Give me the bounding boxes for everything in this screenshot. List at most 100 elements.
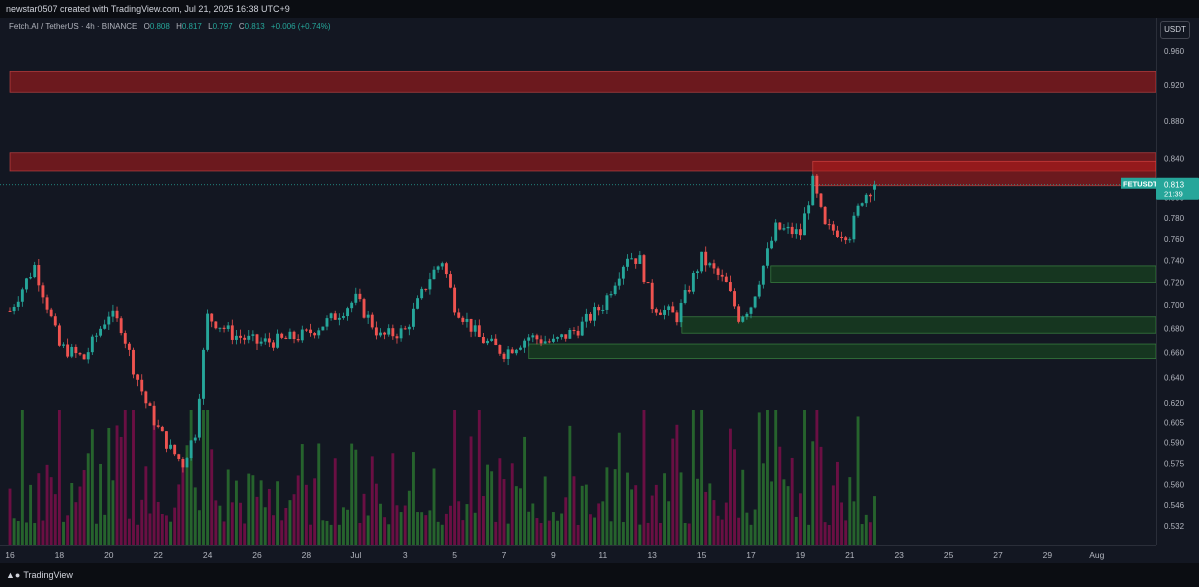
candle-body: [387, 328, 391, 335]
volume-bar: [766, 410, 769, 545]
candle-body: [572, 329, 576, 331]
volume-bar: [276, 481, 280, 545]
volume-bar: [831, 485, 835, 545]
candle-body: [25, 278, 28, 290]
volume-bar: [658, 522, 662, 545]
time-tick-label: 25: [944, 550, 954, 560]
candle-body: [234, 335, 238, 340]
time-tick-label: 28: [302, 550, 312, 560]
volume-bar: [25, 522, 28, 545]
candle-body: [638, 255, 642, 264]
volume-bar: [82, 470, 86, 545]
price-tick-label: 0.920: [1164, 81, 1185, 90]
close-label: C: [238, 22, 245, 31]
candle-body: [78, 353, 82, 355]
candle-body: [95, 335, 98, 337]
candle-body: [362, 299, 366, 318]
candle-body: [202, 349, 205, 399]
volume-bar: [391, 453, 395, 545]
volume-bar: [737, 517, 741, 545]
price-tick-label: 0.720: [1164, 278, 1185, 287]
candle-body: [62, 344, 65, 346]
volume-bar: [502, 479, 506, 545]
volume-bar: [667, 501, 671, 545]
volume-bar: [127, 518, 131, 545]
volume-bar: [823, 522, 827, 545]
volume-bar: [416, 512, 419, 545]
candle-body: [230, 325, 234, 340]
time-tick-label: 15: [697, 550, 707, 560]
volume-bar: [374, 483, 378, 545]
volume-bar: [313, 478, 317, 545]
volume-bar: [329, 524, 333, 545]
volume-bar: [757, 412, 761, 545]
volume-bar: [539, 523, 543, 545]
candle-body: [16, 301, 20, 307]
candle-body: [790, 226, 794, 235]
currency-button[interactable]: USDT: [1160, 21, 1190, 39]
volume-bar: [395, 505, 399, 545]
candle-body: [218, 327, 222, 329]
candle-body: [708, 263, 712, 266]
volume-bar: [37, 473, 41, 545]
high-label: H: [176, 22, 182, 31]
candle-body: [543, 341, 547, 344]
volume-bar: [531, 503, 535, 545]
candle-body: [794, 229, 798, 235]
volume-bar: [609, 521, 613, 545]
volume-bar: [716, 515, 720, 545]
candle-body: [127, 343, 131, 350]
candle-body: [436, 266, 440, 270]
volume-bar: [185, 445, 189, 545]
low-value: 0.797: [212, 22, 233, 31]
volume-bar: [630, 489, 634, 545]
candle-body: [630, 258, 634, 260]
candle-body: [481, 336, 485, 344]
candle-body: [66, 344, 70, 357]
candle-body: [115, 310, 119, 319]
candle-body: [663, 310, 666, 315]
candle-body: [20, 289, 24, 302]
volume-bar: [650, 495, 654, 545]
candle-body: [82, 354, 86, 360]
candle-body: [827, 224, 831, 226]
volume-bar: [107, 427, 111, 545]
ticker-tag-label: FETUSDT: [1123, 180, 1156, 189]
volume-bar: [29, 484, 33, 545]
time-axis-labels: 16 18 20 22 24 26 28 Jul 3 5 7 9 11 13 15 17 19 21 23 25 27 2…: [5, 550, 1104, 560]
candle-body: [745, 313, 749, 317]
candle-body: [626, 258, 629, 267]
volume-bar: [284, 507, 288, 545]
candle-body: [222, 327, 226, 329]
volume-bar: [794, 516, 798, 545]
candle-body: [613, 285, 617, 295]
candlestick-chart[interactable]: FETUSDT: [0, 18, 1156, 545]
time-tick-label: 11: [598, 550, 607, 560]
candle-body: [29, 277, 33, 279]
volume-bar: [527, 511, 531, 545]
candle-body: [403, 328, 407, 330]
volume-bar: [621, 522, 625, 545]
candle-body: [169, 444, 172, 449]
volume-bar: [778, 446, 782, 545]
volume-bar: [749, 524, 753, 545]
volume-bar: [230, 502, 234, 545]
volume-bar: [136, 524, 140, 545]
price-axis-labels: 0.9600.9200.8800.8400.8000.7800.7600.740…: [1156, 47, 1199, 531]
candle-body: [798, 229, 802, 236]
volume-bar: [379, 503, 382, 545]
time-axis[interactable]: [0, 545, 1156, 564]
volume-bar: [234, 480, 238, 545]
candle-body: [444, 263, 448, 275]
candle-body: [683, 290, 687, 303]
candle-body: [74, 346, 78, 354]
chart-area[interactable]: [0, 18, 1156, 545]
candle-body: [868, 194, 872, 197]
volume-bar: [49, 477, 53, 545]
tradingview-logo[interactable]: ▲● TradingView: [6, 570, 73, 580]
price-axis[interactable]: [1156, 18, 1199, 545]
volume-bar: [333, 458, 337, 545]
price-tick-label: 0.620: [1164, 399, 1185, 408]
candle-body: [580, 321, 584, 336]
candle-body: [374, 327, 378, 336]
